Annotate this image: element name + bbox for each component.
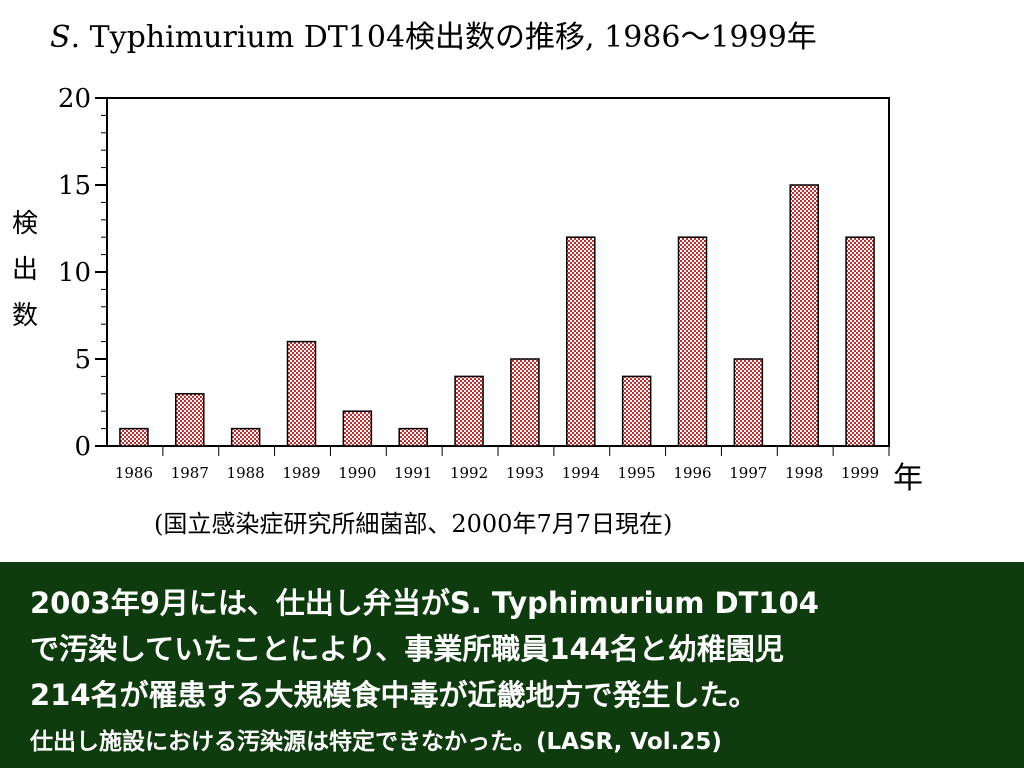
- bar-1993: [510, 358, 540, 447]
- footer-line-2: で汚染していたことにより、事業所職員144名と幼稚園児: [30, 632, 784, 666]
- bar-1991: [398, 427, 428, 447]
- x-tick-label: 1999: [841, 464, 879, 482]
- chart-title-rest: . Typhimurium DT104検出数の推移, 1986～1999年: [70, 20, 817, 55]
- y-axis: 0 5 10 15 20: [58, 84, 107, 462]
- plot-frame: [106, 97, 890, 447]
- x-tick-label: 1994: [562, 464, 600, 482]
- bars: [119, 184, 875, 447]
- footer-line-3: 214名が罹患する大規模食中毒が近畿地方で発生した。: [30, 678, 758, 712]
- x-tick-label: 1990: [338, 464, 376, 482]
- bar-1995: [621, 375, 652, 447]
- footer-line-1: 2003年9月には、仕出し弁当がS. Typhimurium DT104: [30, 586, 819, 620]
- x-tick-label: 1996: [673, 464, 711, 482]
- bar-1986: [119, 427, 149, 447]
- bar-1996: [677, 236, 708, 447]
- bar-1998: [789, 184, 819, 447]
- source-note: (国立感染症研究所細菌部、2000年7月7日現在): [154, 510, 672, 538]
- x-tick-label: 1998: [785, 464, 823, 482]
- x-tick-label: 1988: [227, 464, 265, 482]
- bar-1992: [454, 375, 484, 447]
- bar-1987: [175, 393, 205, 447]
- y-tick-label: 15: [58, 171, 91, 201]
- bar-1989: [286, 340, 317, 447]
- y-tick-label: 10: [58, 258, 91, 288]
- x-tick-label: 1986: [115, 464, 153, 482]
- x-tick-label: 1993: [506, 464, 544, 482]
- y-tick-label: 0: [74, 432, 91, 462]
- x-axis-labels: 1986 1987 1988 1989 1990 1991 1992 1993 1994 1995…: [115, 446, 890, 482]
- x-axis-label: 年: [893, 461, 923, 496]
- chart-title-italic: S: [50, 20, 71, 55]
- footer-panel: 2003年9月には、仕出し弁当がS. Typhimurium DT104 で汚染…: [0, 562, 1024, 768]
- y-axis-label: 検出数: [12, 209, 38, 331]
- bar-1994: [566, 236, 596, 447]
- x-tick-label: 1989: [282, 464, 320, 482]
- bar-1997: [733, 358, 764, 447]
- bar-chart: 0 5 10 15 20 1986 1987 1988 1989 1990 1991 1992 199…: [12, 84, 923, 538]
- chart-title: S. Typhimurium DT104検出数の推移, 1986～1999年: [50, 12, 1010, 56]
- x-tick-label: 1995: [618, 464, 656, 482]
- x-tick-label: 1997: [729, 464, 767, 482]
- x-tick-label: 1991: [394, 464, 432, 482]
- y-tick-label: 5: [74, 345, 91, 375]
- x-tick-label: 1992: [450, 464, 488, 482]
- footer-line-4: 仕出し施設における汚染源は特定できなかった。(LASR, Vol.25): [30, 729, 722, 755]
- x-tick-label: 1987: [171, 464, 209, 482]
- bar-1988: [230, 427, 261, 447]
- y-tick-label: 20: [58, 84, 91, 114]
- bar-1990: [342, 410, 373, 447]
- bar-1999: [845, 236, 875, 447]
